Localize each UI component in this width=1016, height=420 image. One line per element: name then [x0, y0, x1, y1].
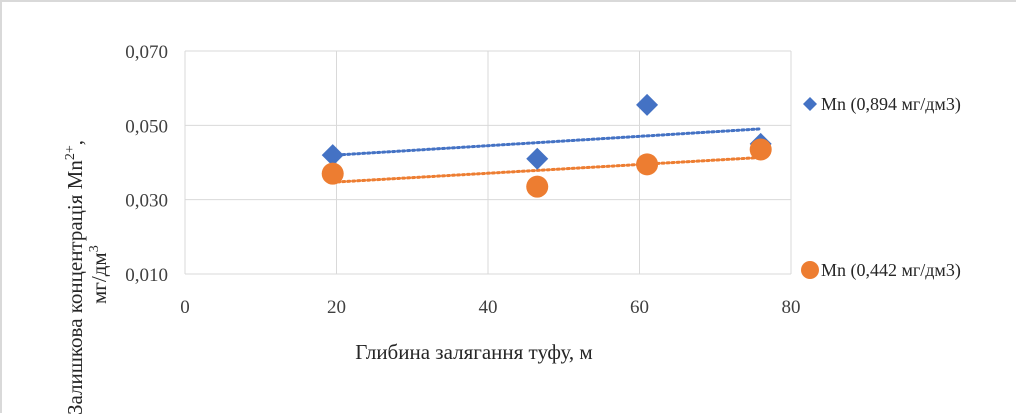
y-tick-label: 0,010	[125, 265, 168, 286]
data-point-series-2	[321, 162, 344, 185]
x-tick-label: 40	[479, 297, 498, 318]
legend: Mn (0,894 мг/дм3) Mn (0,442 мг/дм3)	[801, 94, 961, 281]
x-tick-label: 20	[327, 297, 346, 318]
legend-label-series-1: Mn (0,894 мг/дм3)	[821, 94, 961, 115]
y-tick-label: 0,070	[125, 42, 168, 63]
data-point-series-2	[749, 138, 772, 161]
y-axis-title-text: Залишкова концентрація Mn	[63, 160, 87, 415]
trendline-series-1	[331, 127, 763, 157]
x-axis-title: Глибина залягання туфу, м	[355, 340, 592, 364]
y-axis-unit-text: мг/дм	[87, 252, 111, 304]
x-tick-label: 0	[180, 297, 190, 318]
data-point-series-1	[526, 147, 549, 170]
x-tick-label: 80	[782, 297, 801, 318]
legend-marker-series-1	[803, 97, 817, 111]
data-point-series-2	[636, 153, 659, 176]
y-axis-title-comma: ,	[63, 140, 87, 145]
tick-labels: 0,010 0,030 0,050 0,070 0 20 40 60 80	[125, 42, 800, 318]
data-point-series-1	[636, 93, 659, 116]
data-point-series-2	[526, 175, 549, 198]
y-tick-label: 0,050	[125, 116, 168, 137]
trendlines	[331, 127, 763, 184]
data-points	[321, 93, 772, 198]
y-axis-title-line1: Залишкова концентрація Mn2+,	[63, 140, 87, 415]
legend-marker-series-2	[801, 261, 819, 279]
x-tick-label: 60	[630, 297, 649, 318]
y-axis-title-superscript: 2+	[63, 145, 78, 160]
data-point-series-1	[321, 144, 344, 167]
trendline-series-2	[331, 155, 763, 184]
y-tick-label: 0,030	[125, 191, 168, 212]
legend-label-series-2: Mn (0,442 мг/дм3)	[821, 260, 961, 281]
y-axis-title-line2: мг/дм3	[87, 245, 111, 304]
gridlines	[184, 50, 792, 275]
y-axis-unit-superscript: 3	[87, 245, 102, 252]
